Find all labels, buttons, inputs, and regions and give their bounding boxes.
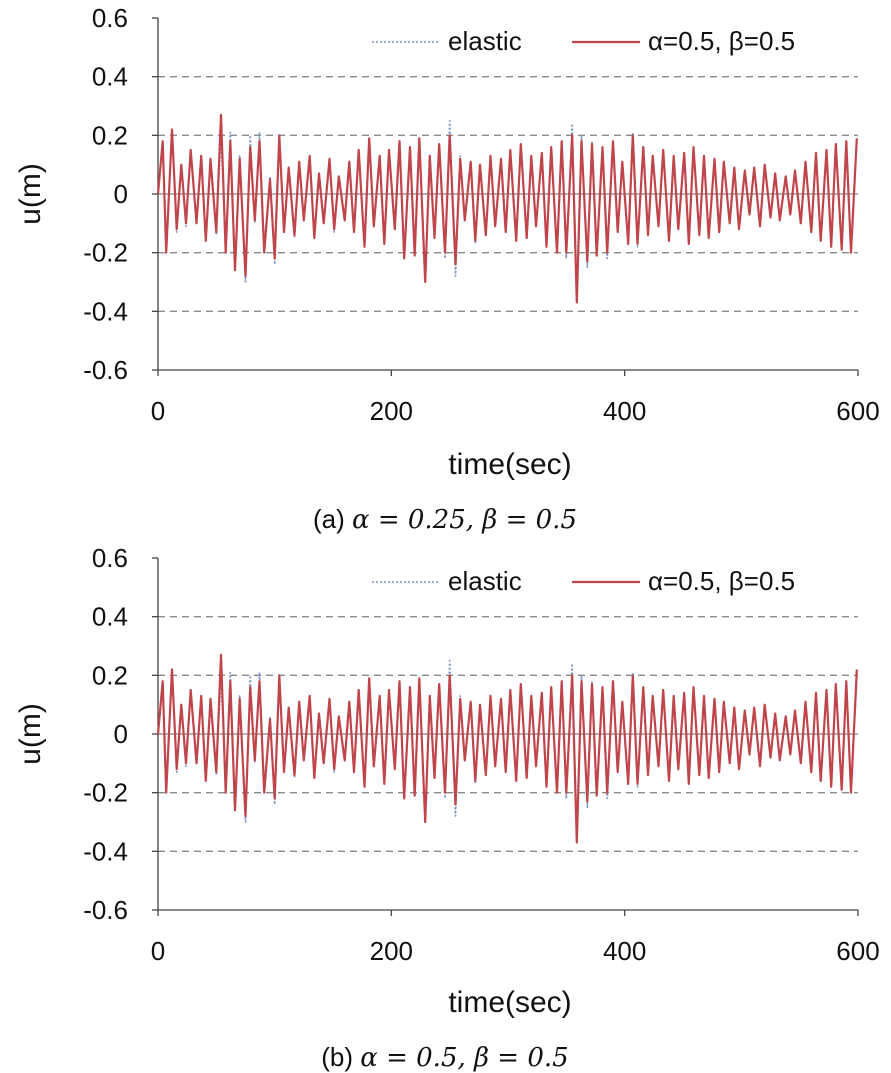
y-tick-label: -0.6: [83, 355, 128, 385]
y-tick-label: 0.4: [92, 602, 128, 632]
y-tick-label: -0.4: [83, 836, 128, 866]
legend: elastic α=0.5, β=0.5: [372, 566, 795, 596]
legend-label-alpha-beta: α=0.5, β=0.5: [648, 566, 795, 596]
x-tick-label: 200: [370, 396, 413, 426]
caption-prefix: (b): [321, 1042, 360, 1072]
x-tick-label: 200: [370, 936, 413, 966]
x-tick-label: 0: [151, 936, 165, 966]
y-tick-label: 0.2: [92, 120, 128, 150]
legend-label-elastic: elastic: [448, 26, 522, 56]
chart-panel-b: -0.6 -0.4 -0.2 0 0.2 0.4 0.6 0 200 400 600 time(sec…: [14, 543, 880, 1073]
legend-label-elastic: elastic: [448, 566, 522, 596]
y-axis-label: u(m): [14, 703, 47, 765]
x-tick-label: 600: [836, 396, 879, 426]
caption-math: α = 0.25, β = 0.5: [352, 505, 577, 535]
x-tick-label: 0: [151, 396, 165, 426]
y-tick-label: 0.6: [92, 543, 128, 573]
y-tick-label: 0.2: [92, 660, 128, 690]
y-axis-label: u(m): [14, 163, 47, 225]
x-tick-label: 400: [603, 936, 646, 966]
legend-label-alpha-beta: α=0.5, β=0.5: [648, 26, 795, 56]
y-tick-label: 0: [114, 719, 128, 749]
y-tick-label: -0.2: [83, 778, 128, 808]
y-tick-label: 0: [114, 179, 128, 209]
caption-prefix: (a): [313, 504, 352, 534]
series-line-alpha-beta: [156, 113, 858, 304]
y-tick-label: -0.6: [83, 895, 128, 925]
chart-panel-a: -0.6 -0.4 -0.2 0 0.2 0.4 0.6 0 200 400 600 time(sec…: [14, 3, 880, 535]
x-tick-label: 400: [603, 396, 646, 426]
x-axis-label: time(sec): [448, 448, 571, 481]
y-tick-label: 0.6: [92, 3, 128, 33]
legend: elastic α=0.5, β=0.5: [372, 26, 795, 56]
y-tick-label: -0.2: [83, 238, 128, 268]
panel-caption: (a) α = 0.25, β = 0.5: [313, 504, 577, 535]
x-axis-label: time(sec): [448, 986, 571, 1019]
caption-math: α = 0.5, β = 0.5: [360, 1043, 568, 1073]
series-line-alpha-beta: [156, 653, 858, 844]
x-tick-label: 600: [836, 936, 879, 966]
y-tick-label: 0.4: [92, 62, 128, 92]
panel-caption: (b) α = 0.5, β = 0.5: [321, 1042, 568, 1073]
y-tick-label: -0.4: [83, 296, 128, 326]
